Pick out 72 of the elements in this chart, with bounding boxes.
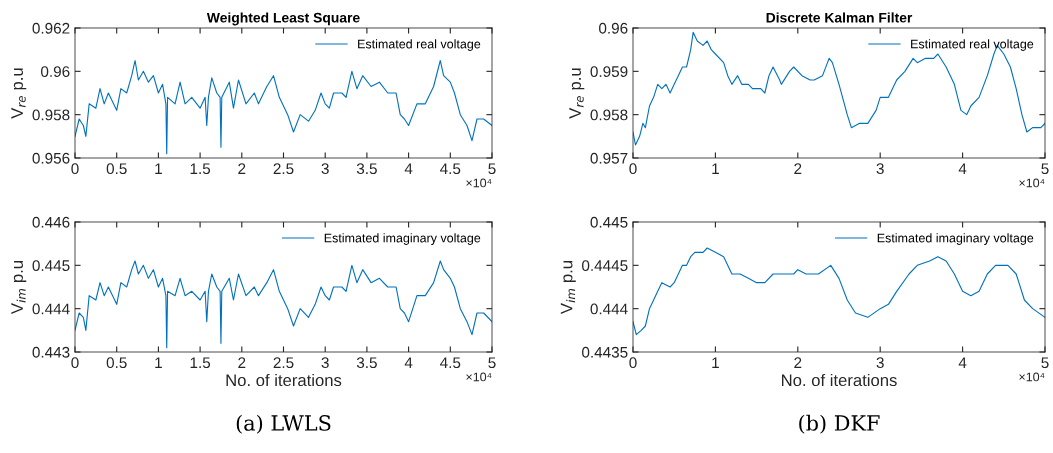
chart-title: Weighted Least Square	[206, 12, 360, 26]
x-tick-label: 5	[488, 357, 496, 369]
line-series	[75, 59, 492, 155]
x-tick-label: 1	[712, 357, 719, 368]
y-tick-label: 0.96	[599, 22, 628, 34]
x-tick-label: 0.5	[106, 357, 127, 369]
y-tick-label: 0.4445	[582, 260, 628, 272]
y-tick-label: 0.956	[32, 152, 70, 164]
legend-label: Estimated real voltage	[358, 39, 481, 51]
y-tick-label: 0.962	[32, 22, 70, 34]
x-tick-label: 3	[876, 163, 884, 175]
x-tick-label: 0	[629, 357, 637, 369]
x-tick-label: 4	[958, 357, 967, 368]
text: (b) DKF	[799, 414, 880, 434]
x-tick-label: 4	[404, 357, 413, 368]
text: ×10⁴	[1019, 178, 1045, 188]
x-axis-title: No. of iterations	[782, 373, 897, 387]
y-axis-title: V$_{im}$ p.u	[560, 261, 576, 315]
chart-title: Discrete Kalman Filter	[766, 12, 913, 23]
text: ×10⁴	[466, 178, 492, 188]
x-tick-label: 1.5	[190, 357, 211, 369]
y-axis-title: V$_{re}$ p.u	[569, 68, 585, 119]
x-tick-label: 4.5	[440, 163, 461, 175]
text: (a) LWLS	[236, 414, 331, 434]
x-tick-label: 2	[794, 163, 802, 174]
y-tick-label: 0.444	[590, 303, 628, 315]
x-tick-label: 2	[794, 357, 802, 368]
x-tick-label: 3	[876, 357, 884, 369]
y-axis-title: V$_{im}$ p.u	[11, 261, 27, 315]
legend-label: Estimated imaginary voltage	[877, 233, 1034, 245]
y-tick-label: 0.96	[41, 66, 70, 78]
x-tick-label: 3.5	[356, 163, 377, 175]
y-tick-label: 0.443	[32, 346, 70, 358]
x-tick-label: 4	[958, 163, 967, 174]
x-tick-label: 0.5	[106, 163, 127, 175]
line-series	[633, 31, 1045, 146]
legend-label: Estimated real voltage	[911, 39, 1034, 51]
y-tick-label: 0.444	[32, 303, 70, 315]
x-tick-label: 1.5	[190, 163, 211, 175]
x-tick-label: 5	[488, 163, 496, 175]
y-tick-label: 0.958	[590, 109, 628, 121]
y-tick-label: 0.957	[590, 152, 628, 164]
x-tick-label: 1	[155, 357, 162, 368]
x-tick-label: 5	[1041, 357, 1049, 369]
x-tick-label: 0	[71, 357, 79, 369]
x-tick-label: 4.5	[440, 357, 461, 369]
y-tick-label: 0.4435	[582, 346, 628, 358]
y-tick-label: 0.959	[590, 66, 628, 78]
x-tick-label: 5	[1041, 163, 1049, 175]
line-series	[75, 260, 492, 349]
x-tick-label: 1	[155, 163, 162, 174]
y-tick-label: 0.445	[590, 216, 628, 228]
y-tick-label: 0.446	[32, 216, 70, 228]
x-axis-title: No. of iterations	[226, 373, 342, 387]
y-tick-label: 0.958	[32, 109, 70, 121]
x-tick-label: 4	[404, 163, 413, 174]
x-tick-label: 3.5	[356, 357, 377, 369]
x-tick-label: 0	[629, 163, 637, 175]
x-tick-label: 2.5	[273, 357, 294, 369]
text: ×10⁴	[1019, 372, 1045, 382]
x-tick-label: 2	[238, 163, 246, 174]
x-tick-label: 3	[321, 357, 329, 369]
x-tick-label: 2	[238, 357, 246, 368]
line-series	[633, 247, 1045, 336]
legend-label: Estimated imaginary voltage	[324, 233, 481, 245]
text: ×10⁴	[466, 372, 492, 382]
x-tick-label: 3	[321, 163, 329, 175]
y-axis-title: V$_{re}$ p.u	[11, 68, 27, 119]
y-tick-label: 0.445	[32, 260, 70, 272]
x-tick-label: 1	[712, 163, 719, 174]
x-tick-label: 2.5	[273, 163, 294, 175]
x-tick-label: 0	[71, 163, 79, 175]
